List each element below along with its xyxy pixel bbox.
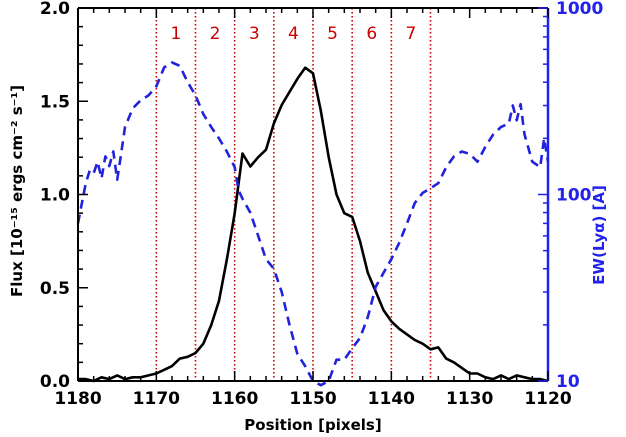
region-label: 6 — [366, 24, 377, 44]
x-tick-label: 1140 — [368, 389, 415, 409]
x-tick-label: 1120 — [524, 389, 571, 409]
x-tick-label: 1180 — [54, 389, 101, 409]
y-tick-label-left: 0.5 — [40, 279, 70, 299]
x-tick-label: 1160 — [211, 389, 258, 409]
region-label: 5 — [327, 24, 338, 44]
ew-line — [76, 61, 550, 387]
region-labels: 1 2 3 4 5 6 7 — [171, 24, 417, 44]
y-tick-label-left: 1.5 — [40, 92, 70, 112]
x-tick-label: 1150 — [289, 389, 336, 409]
y-tick-label-left: 1.0 — [40, 186, 70, 206]
region-dividers — [155, 8, 432, 381]
tick-layer: 1180 1170 1160 1150 1140 1130 1120 0.0 0.5 1.0 1.5… — [40, 0, 604, 409]
region-label: 1 — [171, 24, 182, 44]
y-axis-label-right: EW(Lyα) [A] — [590, 185, 608, 285]
region-label: 3 — [249, 24, 260, 44]
y-tick-label-right: 100 — [556, 186, 592, 206]
y-tick-label-left: 0.0 — [40, 372, 70, 392]
x-axis-label: Position [pixels] — [244, 416, 381, 434]
y-tick-label-right: 1000 — [556, 0, 603, 19]
x-tick-label: 1130 — [446, 389, 493, 409]
region-label: 4 — [288, 24, 299, 44]
region-label: 7 — [406, 24, 417, 44]
y-tick-label-right: 10 — [556, 372, 580, 392]
y-axis-label-left: Flux [10⁻¹⁵ ergs cm⁻² s⁻¹] — [8, 85, 26, 297]
x-tick-label: 1170 — [133, 389, 180, 409]
y-tick-label-left: 2.0 — [40, 0, 70, 19]
region-label: 2 — [210, 24, 221, 44]
